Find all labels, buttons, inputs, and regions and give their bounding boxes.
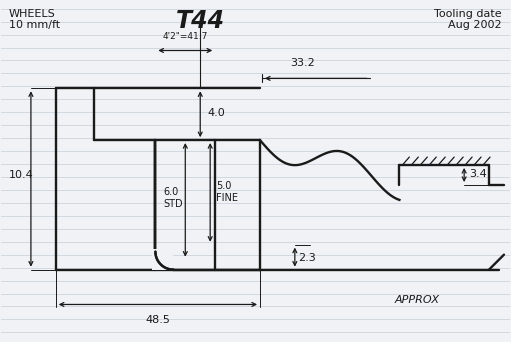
Text: Tooling date
Aug 2002: Tooling date Aug 2002	[434, 9, 502, 30]
Text: 48.5: 48.5	[145, 315, 170, 325]
Text: 33.2: 33.2	[290, 58, 315, 68]
Text: 10.4: 10.4	[9, 170, 34, 180]
Text: WHEELS
10 mm/ft: WHEELS 10 mm/ft	[9, 9, 60, 30]
Text: APPROX: APPROX	[394, 295, 439, 305]
Text: 2.3: 2.3	[298, 253, 316, 263]
Bar	[152, 249, 173, 269]
Text: 4.0: 4.0	[207, 108, 225, 118]
Text: 4'2"=41.7: 4'2"=41.7	[162, 31, 208, 41]
Text: 5.0
FINE: 5.0 FINE	[216, 181, 238, 203]
Text: 6.0
STD: 6.0 STD	[164, 187, 183, 209]
Text: 3.4: 3.4	[469, 169, 487, 179]
Text: T44: T44	[176, 9, 225, 33]
